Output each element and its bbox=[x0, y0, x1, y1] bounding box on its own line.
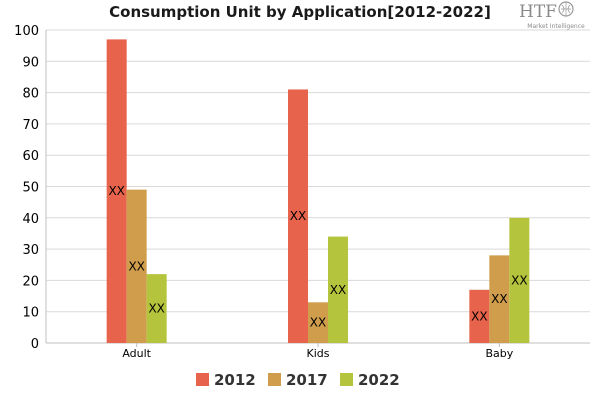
bar-data-label: XX bbox=[148, 302, 164, 316]
bar-baby-2022 bbox=[509, 217, 530, 343]
bar-adult-2022 bbox=[146, 274, 167, 343]
y-tick-label: 100 bbox=[14, 24, 39, 39]
globe-lines bbox=[561, 2, 571, 16]
y-tick-label: 40 bbox=[22, 212, 39, 227]
bar-adult-2017 bbox=[126, 189, 147, 343]
x-tick-label: Adult bbox=[122, 347, 151, 360]
x-axis: Adult Kids Baby bbox=[122, 343, 514, 360]
bar-data-label: XX bbox=[310, 316, 326, 330]
bar-kids-2012 bbox=[288, 89, 308, 343]
y-tick-label: 30 bbox=[22, 243, 39, 258]
y-tick-label: 0 bbox=[31, 337, 39, 352]
logo-subtext: Market Intelligence bbox=[527, 23, 585, 30]
legend-swatch-2012 bbox=[196, 373, 209, 386]
bar-kids-2017 bbox=[308, 302, 328, 343]
bar-data-label: XX bbox=[491, 292, 507, 306]
htf-logo: HTF Market Intelligence bbox=[519, 1, 585, 30]
y-tick-label: 60 bbox=[22, 149, 39, 164]
y-tick-label: 50 bbox=[22, 181, 39, 196]
logo-text: HTF bbox=[519, 2, 557, 22]
y-tick-label: 10 bbox=[22, 306, 39, 321]
y-tick-label: 90 bbox=[22, 55, 39, 70]
chart-title: Consumption Unit by Application[2012-202… bbox=[109, 3, 491, 21]
bar-data-label: XX bbox=[471, 309, 487, 323]
bar-kids-2022 bbox=[328, 236, 348, 343]
bar-adult-2012 bbox=[106, 39, 127, 343]
bar-data-label: XX bbox=[108, 184, 124, 198]
legend-label-2022: 2022 bbox=[358, 371, 400, 389]
bar-data-label: XX bbox=[511, 273, 527, 287]
legend-label-2012: 2012 bbox=[214, 371, 256, 389]
legend-swatch-2022 bbox=[340, 373, 353, 386]
bar-baby-2017 bbox=[489, 255, 510, 343]
y-tick-label: 70 bbox=[22, 118, 39, 133]
legend: 2012 2017 2022 bbox=[196, 371, 400, 389]
bar-data-label: XX bbox=[128, 259, 144, 273]
bar-baby-2012 bbox=[469, 289, 490, 343]
y-tick-label: 20 bbox=[22, 274, 39, 289]
bars: XX XX XX XX XX XX XX XX XX bbox=[106, 39, 530, 343]
bar-data-label: XX bbox=[330, 283, 346, 297]
y-tick-label: 80 bbox=[22, 87, 39, 102]
legend-swatch-2017 bbox=[268, 373, 281, 386]
legend-label-2017: 2017 bbox=[286, 371, 328, 389]
bar-data-label: XX bbox=[290, 209, 306, 223]
x-tick-label: Kids bbox=[307, 347, 330, 360]
x-tick-label: Baby bbox=[485, 347, 513, 360]
